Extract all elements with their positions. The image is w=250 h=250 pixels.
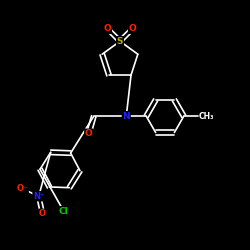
Text: N: N <box>122 112 130 121</box>
Text: CH₃: CH₃ <box>199 112 214 121</box>
Text: O: O <box>128 24 136 33</box>
Text: O⁻: O⁻ <box>17 184 28 193</box>
Text: Cl: Cl <box>59 207 69 216</box>
Text: O: O <box>104 24 112 33</box>
Text: O: O <box>85 129 92 138</box>
Text: N⁺: N⁺ <box>33 192 44 201</box>
Text: O: O <box>39 209 46 218</box>
Text: S: S <box>117 37 123 46</box>
